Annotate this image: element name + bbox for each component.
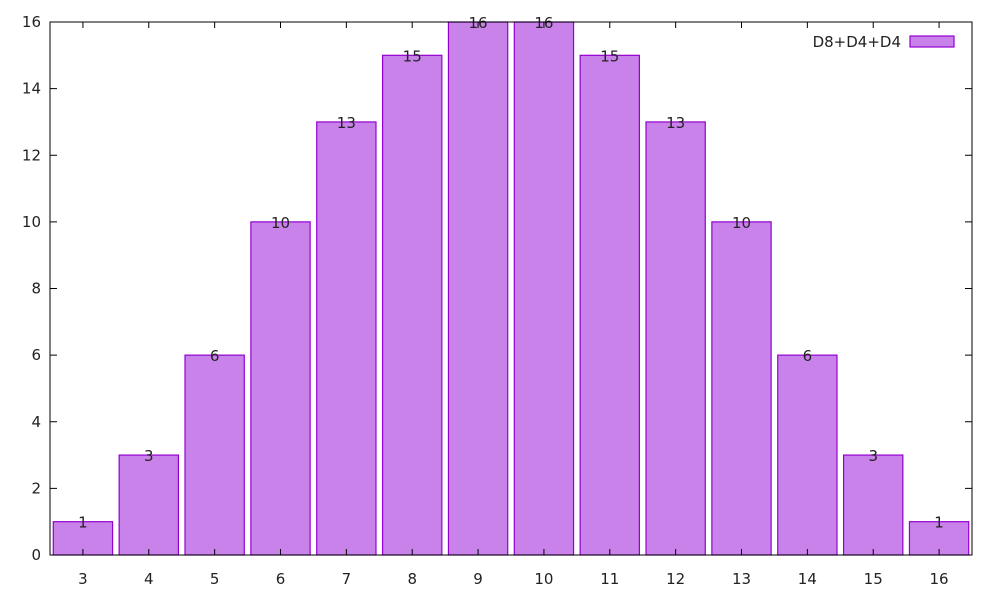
bar-value-label: 3 xyxy=(144,447,154,465)
bar xyxy=(645,121,706,556)
bars-group xyxy=(52,21,970,556)
y-tick-label: 2 xyxy=(31,479,41,497)
y-tick-label: 8 xyxy=(31,280,41,298)
bar-value-label: 6 xyxy=(803,347,813,365)
bar xyxy=(381,54,443,556)
x-tick-label: 6 xyxy=(276,570,286,588)
bar-value-label: 1 xyxy=(78,514,88,532)
x-tick-label: 5 xyxy=(210,570,220,588)
bar xyxy=(711,221,772,556)
x-tick-label: 9 xyxy=(473,570,483,588)
plot-border xyxy=(49,21,973,556)
bar xyxy=(842,454,904,556)
legend-label: D8+D4+D4 xyxy=(813,33,901,51)
x-tick-label: 10 xyxy=(534,570,553,588)
x-tick-label: 7 xyxy=(342,570,352,588)
bar xyxy=(579,54,641,556)
bar-value-label: 15 xyxy=(403,47,422,65)
x-tick-label: 4 xyxy=(144,570,154,588)
y-tick-label: 10 xyxy=(22,213,41,231)
legend-swatch xyxy=(909,35,955,48)
x-tick-label: 16 xyxy=(930,570,949,588)
bar xyxy=(316,121,377,556)
x-tick-label: 8 xyxy=(407,570,417,588)
bar-value-label: 3 xyxy=(868,447,878,465)
bar xyxy=(447,21,509,556)
x-tick-label: 11 xyxy=(600,570,619,588)
x-tick-label: 12 xyxy=(666,570,685,588)
y-tick-label: 6 xyxy=(31,346,41,364)
x-tick-label: 13 xyxy=(732,570,751,588)
bar-value-label: 1 xyxy=(934,514,944,532)
legend: D8+D4+D4 xyxy=(813,33,955,51)
x-tick-label: 14 xyxy=(798,570,817,588)
bar-value-label: 13 xyxy=(337,114,356,132)
bar-value-label: 15 xyxy=(600,47,619,65)
bar-value-label: 13 xyxy=(666,114,685,132)
y-tick-label: 4 xyxy=(31,413,41,431)
bar-value-label: 6 xyxy=(210,347,220,365)
x-tick-label: 3 xyxy=(78,570,88,588)
y-tick-label: 0 xyxy=(31,546,41,564)
bar-value-label: 10 xyxy=(271,214,290,232)
y-tick-label: 12 xyxy=(22,146,41,164)
bar xyxy=(777,354,838,556)
bar xyxy=(118,454,180,556)
bar xyxy=(184,354,245,556)
bar xyxy=(250,221,311,556)
bar xyxy=(513,21,575,556)
y-tick-label: 14 xyxy=(22,80,41,98)
y-tick-label: 16 xyxy=(22,13,41,31)
x-tick-label: 15 xyxy=(864,570,883,588)
bar-value-label: 10 xyxy=(732,214,751,232)
